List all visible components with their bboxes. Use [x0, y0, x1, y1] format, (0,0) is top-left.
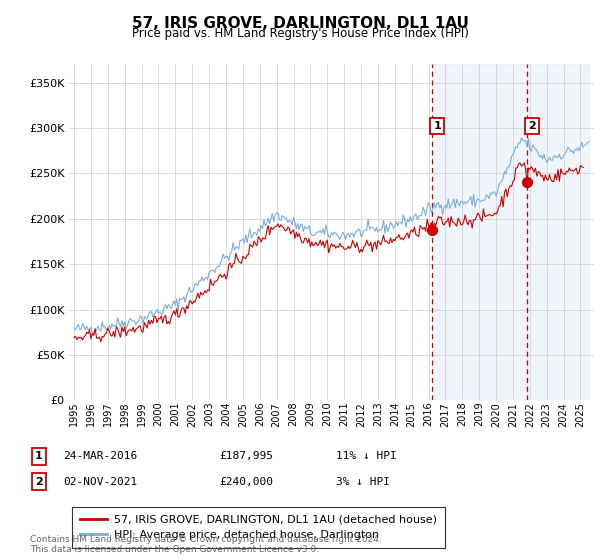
Text: £187,995: £187,995 [219, 451, 273, 461]
Text: 2: 2 [35, 477, 43, 487]
Bar [527, 64, 589, 400]
Text: 2: 2 [529, 121, 536, 131]
Text: 11% ↓ HPI: 11% ↓ HPI [336, 451, 397, 461]
Text: Price paid vs. HM Land Registry's House Price Index (HPI): Price paid vs. HM Land Registry's House … [131, 27, 469, 40]
Text: 02-NOV-2021: 02-NOV-2021 [63, 477, 137, 487]
Text: 1: 1 [433, 121, 441, 131]
Text: 3% ↓ HPI: 3% ↓ HPI [336, 477, 390, 487]
Text: 57, IRIS GROVE, DARLINGTON, DL1 1AU: 57, IRIS GROVE, DARLINGTON, DL1 1AU [131, 16, 469, 31]
Text: 1: 1 [35, 451, 43, 461]
Text: £240,000: £240,000 [219, 477, 273, 487]
Text: 24-MAR-2016: 24-MAR-2016 [63, 451, 137, 461]
Bar [432, 64, 527, 400]
Legend: 57, IRIS GROVE, DARLINGTON, DL1 1AU (detached house), HPI: Average price, detach: 57, IRIS GROVE, DARLINGTON, DL1 1AU (det… [72, 507, 445, 548]
Text: Contains HM Land Registry data © Crown copyright and database right 2024.
This d: Contains HM Land Registry data © Crown c… [30, 535, 382, 554]
